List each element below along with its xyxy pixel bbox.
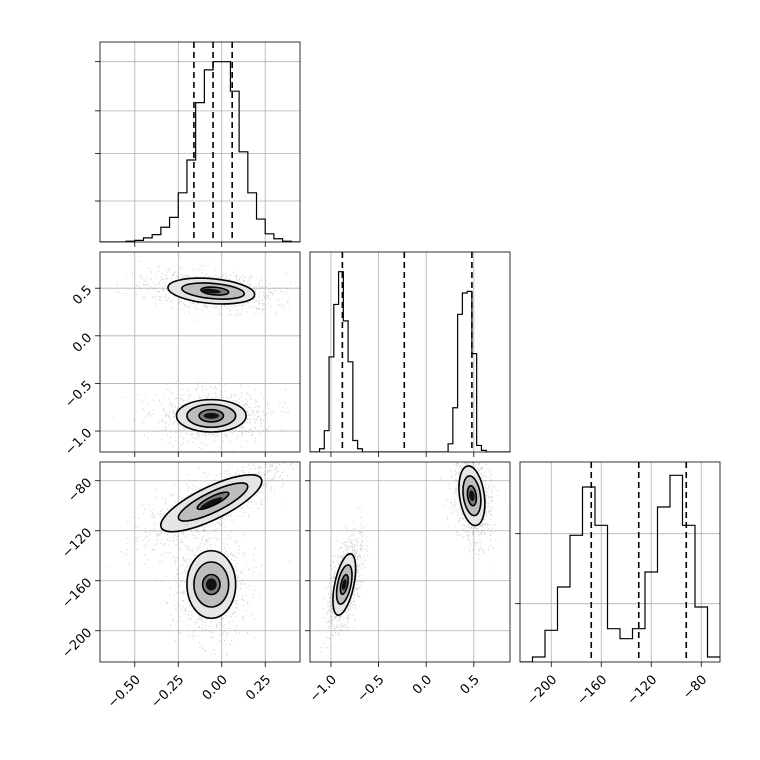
panel-frame — [309, 461, 511, 663]
panel-frame — [99, 251, 301, 453]
density-core — [200, 497, 223, 510]
histogram-step-2 — [520, 474, 720, 662]
contour-level — [175, 398, 247, 433]
histogram-panel-2: −200 −160 −120 −80 — [515, 461, 721, 708]
contour-level — [462, 475, 482, 517]
contour-level — [458, 465, 486, 527]
contour-level — [201, 573, 221, 596]
histogram-panel-1 — [309, 251, 511, 457]
contour-level — [335, 564, 353, 605]
panel-frame — [99, 461, 301, 663]
contour-level — [177, 482, 249, 522]
contour-level — [339, 573, 349, 596]
contour-level — [466, 485, 478, 507]
contour-level — [186, 403, 237, 429]
panel-content — [319, 462, 507, 653]
panel-content — [100, 462, 297, 656]
density-core — [201, 288, 221, 294]
contour-level — [186, 549, 237, 620]
panel-content — [100, 42, 300, 242]
panel-frame — [519, 461, 721, 663]
density-core — [341, 578, 347, 591]
contour-level — [181, 282, 246, 300]
density-core — [205, 578, 217, 591]
histogram-step-0 — [100, 61, 300, 242]
contour-level — [332, 553, 357, 616]
contour-level — [200, 286, 230, 296]
contour-level — [196, 491, 230, 511]
panel-frame — [99, 41, 301, 243]
histogram-panel-0 — [95, 41, 301, 247]
panel-content — [113, 252, 291, 452]
density-core — [203, 412, 219, 419]
panel-grid — [100, 42, 300, 242]
panel-grid — [330, 252, 475, 452]
contour-level — [159, 474, 263, 533]
histogram-step-1 — [310, 271, 510, 452]
panel-frame — [309, 251, 511, 453]
density-core — [469, 490, 475, 502]
contour-level — [198, 408, 225, 423]
panel-content — [520, 462, 720, 662]
contour-level — [167, 277, 256, 305]
contour-level — [193, 561, 230, 608]
panel-content — [310, 252, 510, 452]
